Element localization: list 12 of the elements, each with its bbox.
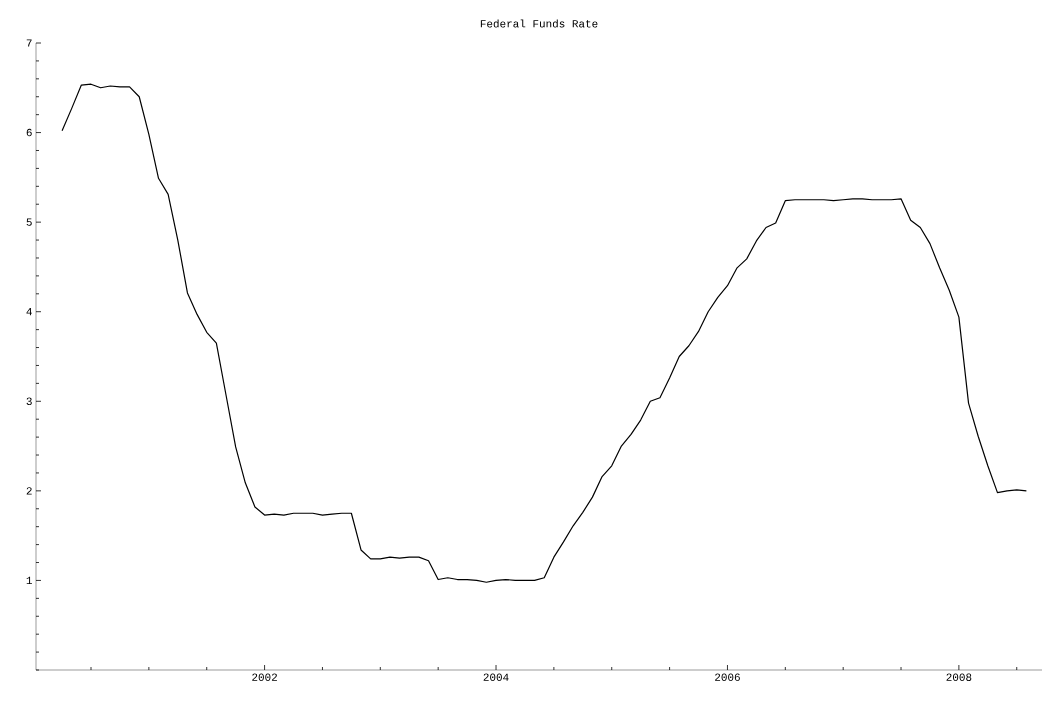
y-tick-label: 4 — [26, 308, 32, 316]
x-tick-label: 2008 — [946, 673, 972, 681]
x-tick-label: 2006 — [715, 673, 740, 681]
y-tick-label: 7 — [26, 39, 32, 47]
y-tick-label: 2 — [26, 487, 32, 495]
y-tick-label: 3 — [26, 397, 32, 406]
y-tick-label: 5 — [26, 218, 32, 226]
chart-title: Federal Funds Rate — [480, 19, 598, 28]
y-tick-label: 6 — [26, 128, 32, 137]
x-tick-label: 2004 — [483, 673, 509, 681]
y-tick-label: 1 — [26, 576, 32, 585]
x-tick-label: 2002 — [252, 673, 277, 681]
